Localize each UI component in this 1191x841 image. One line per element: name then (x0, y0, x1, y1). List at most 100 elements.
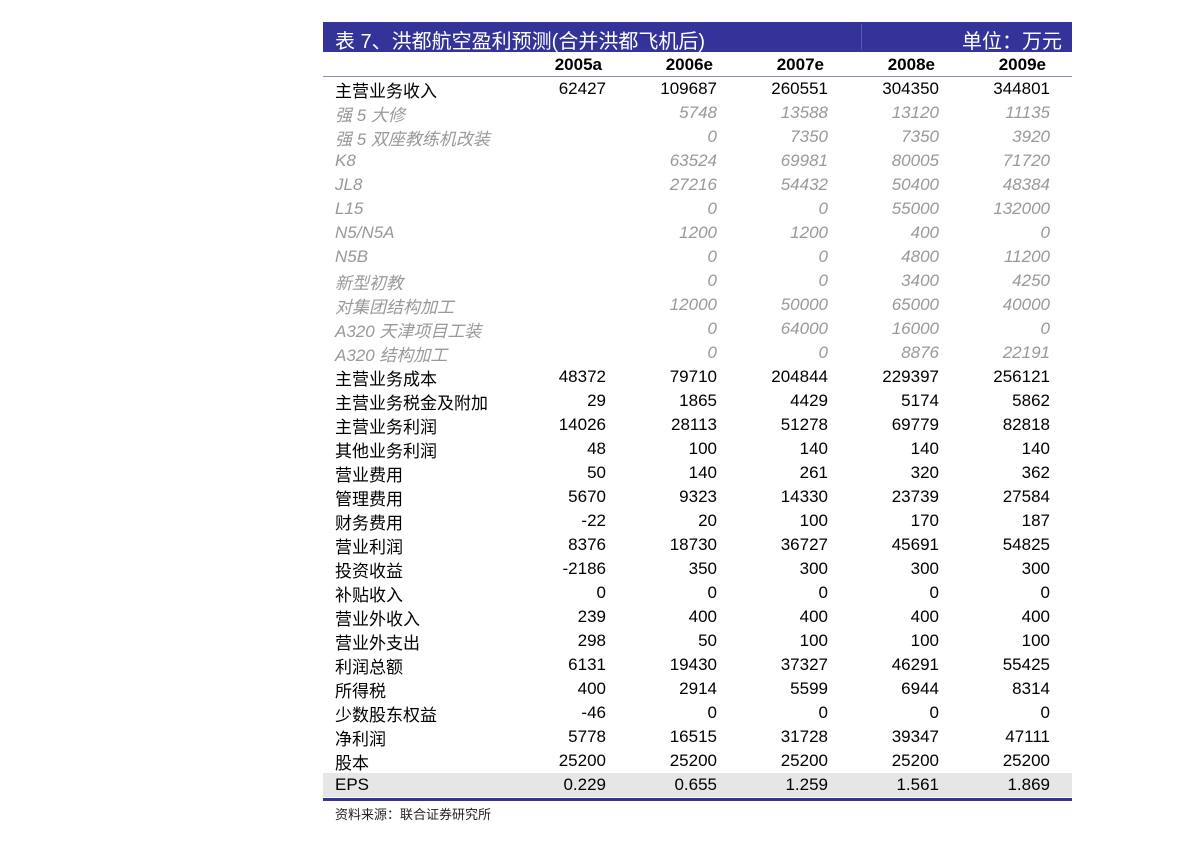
value-cell: 5174 (901, 391, 939, 410)
value-cell: 0 (596, 583, 606, 602)
value-cell: 300 (799, 559, 828, 578)
value-cell: 400 (1021, 607, 1050, 626)
row-label: L15 (335, 199, 364, 218)
value-cell: 4800 (901, 247, 939, 266)
column-header: 2007e (776, 55, 824, 74)
table-row: 主营业务成本 48372 79710 204844 229397 256121 (323, 365, 1072, 389)
value-cell: 0.229 (563, 775, 606, 794)
value-cell: 69981 (780, 151, 828, 170)
value-cell: -2186 (562, 559, 606, 578)
value-cell: 140 (799, 439, 828, 458)
row-label: N5/N5A (335, 223, 395, 242)
value-cell: 11135 (1005, 103, 1050, 122)
value-cell: 5778 (568, 727, 606, 746)
value-cell: 0 (818, 199, 828, 218)
table-row: 所得税 400 2914 5599 6944 8314 (323, 677, 1072, 701)
value-cell: 0 (707, 583, 717, 602)
value-cell: 31728 (780, 727, 828, 746)
row-label: 营业利润 (335, 537, 403, 557)
value-cell: 320 (910, 463, 939, 482)
row-label: 主营业务利润 (335, 417, 437, 437)
value-cell: 0 (818, 271, 828, 290)
value-cell: 19430 (669, 655, 717, 674)
value-cell: 170 (910, 511, 939, 530)
row-label: N5B (335, 247, 369, 266)
table-body: 主营业务收入 62427 109687 260551 304350 344801 强 5 大… (323, 77, 1072, 797)
value-cell: 300 (1021, 559, 1050, 578)
value-cell: 22191 (1002, 343, 1050, 362)
value-cell: 0.655 (674, 775, 717, 794)
value-cell: 36727 (780, 535, 828, 554)
row-label: 管理费用 (335, 489, 403, 509)
row-label: EPS (335, 775, 370, 794)
value-cell: 132000 (993, 199, 1050, 218)
value-cell: 0 (818, 343, 828, 362)
row-label: 对集团结构加工 (335, 297, 454, 317)
value-cell: 1200 (679, 223, 717, 242)
value-cell: 0 (1040, 319, 1050, 338)
value-cell: 29 (587, 391, 606, 410)
row-label: 主营业务成本 (335, 369, 437, 389)
value-cell: 54432 (780, 175, 828, 194)
value-cell: 6131 (568, 655, 606, 674)
row-label: 其他业务利润 (335, 441, 437, 461)
value-cell: 50000 (780, 295, 828, 314)
value-cell: 100 (799, 511, 828, 530)
value-cell: 1.869 (1007, 775, 1050, 794)
value-cell: 48384 (1002, 175, 1050, 194)
value-cell: 9323 (679, 487, 717, 506)
table-row: N5B 0 0 4800 11200 (323, 245, 1072, 269)
table-row: N5/N5A 1200 1200 400 0 (323, 221, 1072, 245)
value-cell: 62427 (558, 79, 606, 98)
value-cell: 25200 (558, 751, 606, 770)
column-header: 2006e (665, 55, 713, 74)
value-cell: 64000 (780, 319, 828, 338)
value-cell: 50400 (891, 175, 939, 194)
value-cell: 25200 (780, 751, 828, 770)
value-cell: 100 (1021, 631, 1050, 650)
value-cell: 0 (707, 343, 717, 362)
table-row: 投资收益 -2186 350 300 300 300 (323, 557, 1072, 581)
value-cell: 39347 (891, 727, 939, 746)
value-cell: 69779 (891, 415, 939, 434)
value-cell: 229397 (882, 367, 939, 386)
value-cell: 20 (698, 511, 717, 530)
value-cell: 16000 (891, 319, 939, 338)
value-cell: 5862 (1012, 391, 1050, 410)
row-label: 少数股东权益 (335, 705, 437, 725)
value-cell: 0 (1040, 703, 1050, 722)
value-cell: 0 (818, 583, 828, 602)
row-label: 投资收益 (335, 561, 403, 581)
value-cell: 55000 (891, 199, 939, 218)
value-cell: 27584 (1002, 487, 1050, 506)
value-cell: 4429 (790, 391, 828, 410)
value-cell: 71720 (1002, 151, 1050, 170)
column-header: 2008e (887, 55, 935, 74)
value-cell: 8876 (901, 343, 939, 362)
column-header: 2005a (554, 55, 602, 74)
row-label: 主营业务收入 (335, 81, 437, 101)
value-cell: 7350 (901, 127, 939, 146)
value-cell: 45691 (891, 535, 939, 554)
value-cell: 0 (929, 583, 939, 602)
value-cell: -22 (581, 511, 606, 530)
value-cell: 80005 (891, 151, 939, 170)
table-row: 营业费用 50 140 261 320 362 (323, 461, 1072, 485)
source-note: 资料来源：联合证券研究所 (335, 807, 492, 822)
row-label: 营业费用 (335, 465, 403, 485)
table-row: 利润总额 6131 19430 37327 46291 55425 (323, 653, 1072, 677)
value-cell: 300 (910, 559, 939, 578)
value-cell: 14026 (558, 415, 606, 434)
row-label: 营业外收入 (335, 609, 420, 629)
value-cell: 79710 (669, 367, 717, 386)
value-cell: 40000 (1002, 295, 1050, 314)
value-cell: 55425 (1002, 655, 1050, 674)
row-label: 所得税 (335, 681, 386, 701)
value-cell: 109687 (660, 79, 717, 98)
value-cell: 13588 (780, 103, 828, 122)
value-cell: 27216 (669, 175, 717, 194)
table-row: 财务费用 -22 20 100 170 187 (323, 509, 1072, 533)
value-cell: 1200 (790, 223, 828, 242)
value-cell: 400 (910, 223, 939, 242)
row-label: K8 (335, 151, 356, 170)
